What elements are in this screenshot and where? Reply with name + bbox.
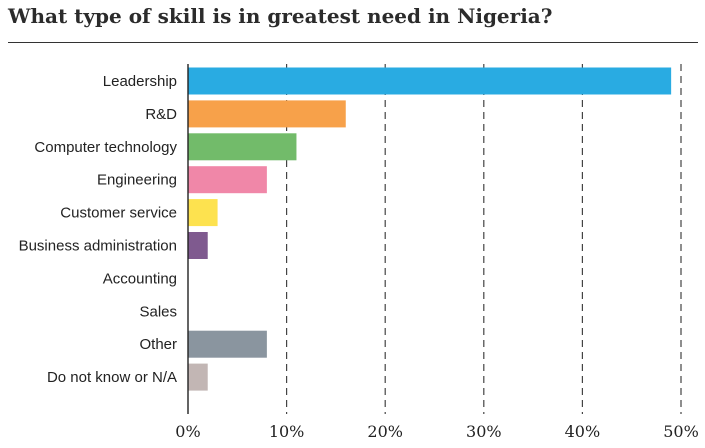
category-label-sales: Sales	[139, 303, 177, 320]
category-label-customer-service: Customer service	[60, 205, 177, 222]
x-tick-label-40: 40%	[565, 422, 601, 441]
category-label-leadership: Leadership	[103, 73, 177, 90]
x-tick-label-30: 30%	[466, 422, 502, 441]
bar-customer-service	[188, 199, 218, 227]
category-label-engineering: Engineering	[97, 172, 177, 189]
x-tick-label-50: 50%	[663, 422, 699, 441]
bar-computer-technology	[188, 133, 297, 161]
category-label-r-d: R&D	[145, 106, 177, 123]
category-label-other: Other	[139, 336, 177, 353]
bar-engineering	[188, 166, 267, 194]
category-label-accounting: Accounting	[103, 270, 177, 287]
x-tick-label-0: 0%	[175, 422, 200, 441]
category-label-do-not-know-or-n-a: Do not know or N/A	[47, 369, 177, 386]
x-tick-label-10: 10%	[269, 422, 305, 441]
title-rule	[8, 42, 698, 43]
bar-r-d	[188, 100, 346, 128]
bar-leadership	[188, 67, 672, 95]
page-title: What type of skill is in greatest need i…	[8, 4, 553, 28]
x-tick-label-20: 20%	[367, 422, 403, 441]
bar-do-not-know-or-n-a	[188, 363, 208, 391]
bar-business-administration	[188, 232, 208, 259]
category-label-computer-technology: Computer technology	[34, 139, 177, 156]
category-label-business-administration: Business administration	[19, 238, 177, 255]
bar-other	[188, 330, 267, 358]
